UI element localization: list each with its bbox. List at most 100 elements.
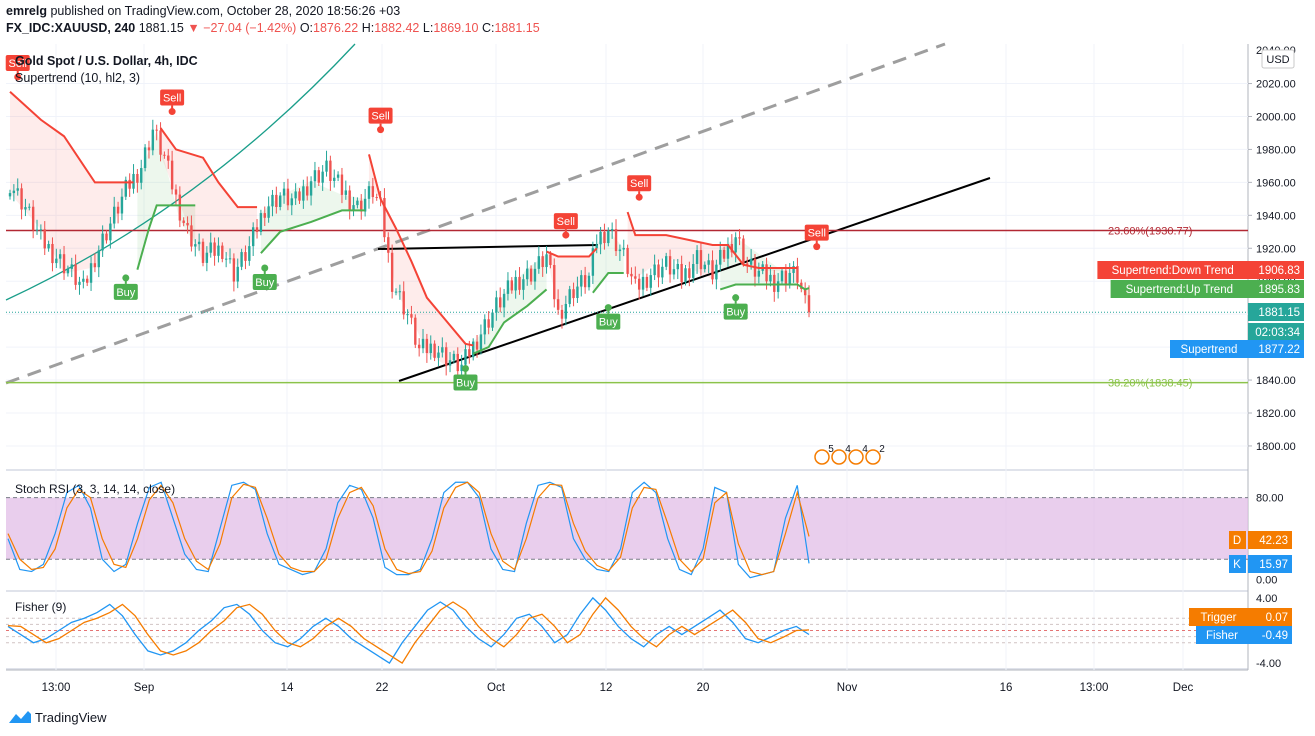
candle-body [35,229,39,231]
candle-body [394,291,398,293]
sell-signal[interactable] [160,89,185,106]
candle-body [749,258,753,265]
candle-body [28,206,31,208]
candle-body [340,174,344,195]
buy-signal[interactable] [113,283,138,300]
candle-body [182,220,185,223]
fisher-trigger-value-bg [1248,608,1292,626]
candle-body [128,179,131,189]
buy-signal[interactable] [723,303,748,320]
candle-body [618,249,622,252]
y-tick-label: 1980.00 [1256,144,1296,156]
y-tick-label: 1920.00 [1256,243,1296,255]
candle-body [178,194,182,221]
axes: 1800.001820.001840.001860.001880.001900.… [42,45,1296,694]
supertrend-up-value-bg [1248,280,1304,298]
resistance-line[interactable] [377,244,599,250]
signal-dot [813,243,821,251]
countdown-value: 02:03:34 [1255,327,1300,339]
candle-body [487,319,490,328]
sell-signal[interactable] [627,175,652,192]
stoch-d-line [7,481,810,576]
candle-body [12,190,16,194]
brand-label: TradingView [35,709,107,725]
candle-body [630,273,633,277]
trend-drawings: 23.60%(1930.77) 38.20%(1838.45) [5,42,1248,390]
candle-body [282,188,286,196]
supertrend-down-label: Supertrend:Down Trend [1112,265,1234,277]
signal-label: Sell [163,93,181,105]
sell-signal[interactable] [5,54,30,71]
rising-trend-line[interactable] [398,177,991,382]
fisher-main-label: Fisher [1206,630,1238,642]
supertrend-label: Supertrend [1181,344,1238,356]
candle-body [317,170,320,183]
event-flag-icon[interactable] [865,449,881,465]
candle-body [595,244,598,249]
candle-body [120,196,124,214]
candle-body [707,260,710,265]
candle-body [352,205,355,210]
stoch-k-tag-bg [1229,555,1246,573]
candle-body [217,245,220,256]
candle-body [441,347,444,353]
supertrend-up-label-bg [1110,280,1248,298]
sell-signal[interactable] [553,213,578,230]
stoch-tick-label: 0.00 [1256,575,1277,587]
event-flag-icon[interactable] [831,449,847,465]
signal-dot [168,108,176,116]
sell-signal[interactable] [368,107,393,124]
candle-body [499,297,502,308]
candle-body [356,200,359,206]
author-name[interactable]: emrelg [6,4,47,18]
candle-body [634,276,637,279]
candle-body [414,317,417,345]
candle-body [39,229,43,231]
signal-label: Sell [557,216,575,228]
tradingview-logo[interactable]: TradingView [8,709,107,725]
candle-body [510,280,513,291]
fisher-main-label-bg [1196,626,1248,644]
candle-body [637,278,641,290]
fisher-trigger-value: 0.07 [1266,612,1288,624]
currency-button[interactable] [1261,49,1295,69]
last-price-value: 1881.15 [1258,307,1300,319]
candle-body [757,270,761,277]
x-tick-label: 14 [281,682,294,694]
fisher-trigger-line [7,596,810,665]
x-tick-label: 16 [1000,682,1013,694]
signal-label: Sell [9,58,27,70]
signal-dot [732,294,740,302]
supertrend-down-fill [546,244,597,310]
supertrend-down-value-bg [1248,261,1304,279]
candle-body [684,268,687,283]
candle-body [105,233,108,241]
candle-body [248,246,251,261]
candle-body [610,229,614,231]
candle-body [769,274,772,282]
sell-signal[interactable] [804,224,829,241]
candle-body [383,198,386,238]
candle-body [140,168,143,183]
candle-body [738,237,741,239]
fisher-main-value: -0.49 [1262,630,1288,642]
signal-label: Buy [599,317,618,329]
candle-body [232,258,236,282]
x-tick-label: 13:00 [1080,682,1109,694]
buy-signal[interactable] [453,374,478,391]
candle-body [224,258,228,260]
supertrend-down-fill [160,128,258,267]
buy-signal[interactable] [252,274,277,291]
candle-body [309,181,313,196]
buy-signal[interactable] [596,313,621,330]
event-flag-icon[interactable] [848,449,864,465]
candle-body [78,281,81,285]
candle-body [236,266,239,282]
signal-label: Sell [371,111,389,123]
candle-body [734,237,737,253]
candle-body [483,319,486,335]
candle-body [74,264,77,285]
candlesticks [8,119,811,380]
event-flag-icon[interactable] [814,449,830,465]
